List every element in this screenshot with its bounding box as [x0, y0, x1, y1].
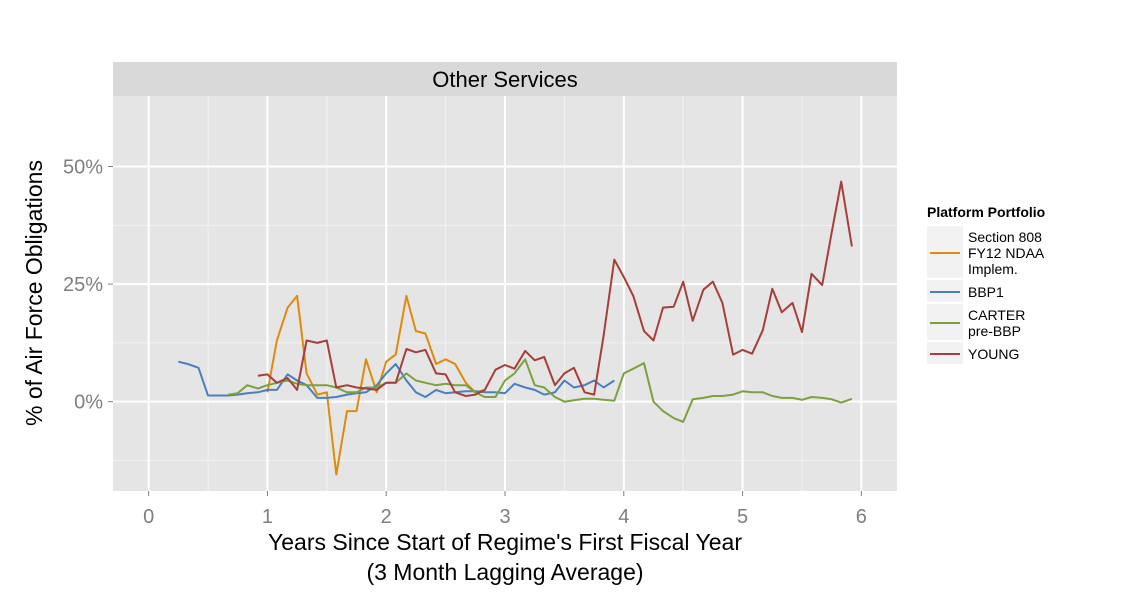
x-axis-subtitle: (3 Month Lagging Average): [366, 559, 643, 585]
series-line-bbp1: [178, 360, 615, 399]
x-tick-label: 3: [499, 506, 510, 528]
facet-title: Other Services: [432, 67, 578, 92]
x-tick-label: 2: [381, 506, 392, 528]
legend-label: Section 808: [968, 229, 1042, 245]
series-line-carter-pre-bbp: [228, 358, 853, 423]
y-axis: 0% 25% 50%: [63, 157, 113, 414]
series-line-section-808-fy12-ndaa-implem-: [266, 294, 486, 476]
y-tick-label: 0%: [74, 392, 103, 414]
series-line-young: [257, 180, 853, 397]
legend-label: FY12 NDAA: [968, 245, 1045, 261]
legend-title: Platform Portfolio: [927, 204, 1045, 220]
y-tick-label: 25%: [63, 274, 103, 296]
y-axis-title: % of Air Force Obligations: [21, 160, 47, 426]
x-axis-title: Years Since Start of Regime's First Fisc…: [268, 529, 742, 555]
legend-label: CARTER: [968, 307, 1025, 323]
x-tick-label: 5: [737, 506, 748, 528]
legend-label: Implem.: [968, 261, 1018, 277]
facet-strip: [113, 62, 897, 96]
y-tick-label: 50%: [63, 157, 103, 179]
x-tick-label: 6: [856, 506, 867, 528]
series-layer: [178, 180, 853, 476]
x-tick-label: 1: [262, 506, 273, 528]
major-grid: [113, 96, 897, 491]
x-axis: 0 1 2 3 4 5 6: [143, 491, 867, 528]
legend-label: YOUNG: [968, 346, 1019, 362]
x-tick-label: 4: [618, 506, 629, 528]
x-tick-label: 0: [143, 506, 154, 528]
legend-label: BBP1: [968, 284, 1004, 300]
legend-label: pre-BBP: [968, 323, 1021, 339]
